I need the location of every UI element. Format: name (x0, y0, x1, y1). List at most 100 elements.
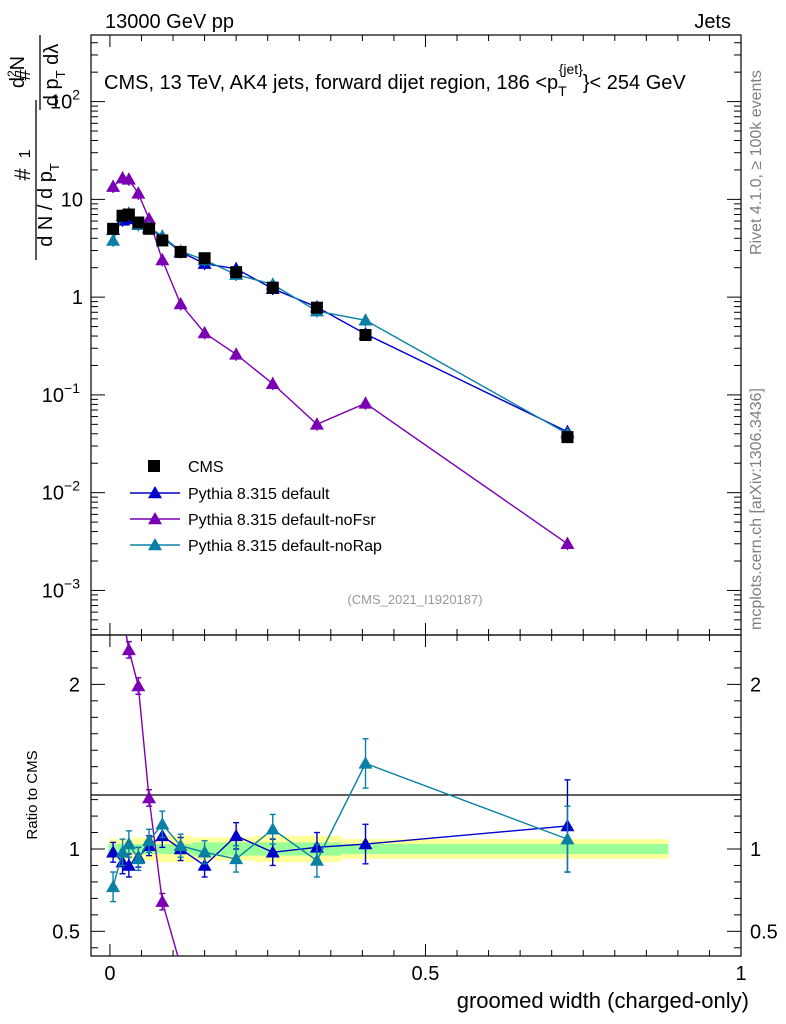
title-subscript: T (558, 83, 567, 99)
cms-point (561, 431, 574, 444)
svg-text:d2N: d2N (5, 56, 29, 88)
ratio-point (131, 851, 146, 865)
ratio-point (266, 989, 280, 1001)
ratio-point (121, 858, 136, 871)
band-inner (155, 844, 172, 854)
legend-label: Pythia 8.315 default-noRap (188, 538, 382, 555)
ratio-point (155, 817, 170, 830)
ratio-point (359, 974, 373, 986)
legend-label: Pythia 8.315 default (188, 486, 330, 503)
ratio-point (265, 845, 280, 858)
x-axis-label: groomed width (charged-only) (457, 988, 749, 1013)
legend-marker (148, 486, 162, 499)
y-axis-label: #1 d N / d pT # d2N d pT dλ (5, 35, 68, 260)
cms-point (198, 252, 211, 265)
ratio-point (198, 979, 212, 991)
ratio-point (309, 853, 324, 866)
series-point (173, 297, 188, 310)
ratio-point (197, 845, 212, 858)
legend-marker (148, 512, 162, 525)
svg-text:d N / d pT: d N / d pT (35, 163, 62, 247)
x-tick-label: 0 (104, 963, 115, 985)
ratio-point (121, 642, 136, 656)
ratio-point (265, 822, 280, 835)
plot-title: CMS, 13 TeV, AK4 jets, forward dijet reg… (104, 61, 686, 99)
mc-series (106, 171, 575, 1008)
ratio-series-group (106, 562, 575, 1008)
x-tick-label: 1 (735, 963, 746, 985)
cms-point (156, 234, 169, 247)
y-tick-label: 1 (72, 287, 83, 309)
x-tick-label: 0.5 (412, 963, 440, 985)
series-point (142, 211, 157, 225)
series-point (106, 233, 121, 246)
ratio-tick-label-left: 1 (69, 839, 80, 861)
ratio-point (116, 607, 130, 619)
cms-point (107, 222, 120, 235)
ratio-point (358, 756, 373, 769)
ratio-tick-label-left: 0.5 (52, 921, 80, 943)
energy-label: 13000 GeV pp (105, 11, 234, 33)
ratio-tick-label-right: 0.5 (750, 921, 778, 943)
cms-point (266, 281, 279, 294)
cms-point (230, 266, 243, 279)
series-point (106, 179, 121, 192)
ratio-line (125, 635, 179, 956)
cms-point (359, 328, 372, 341)
svg-text:#: # (13, 69, 35, 81)
ratio-point (174, 959, 188, 971)
legend-cms-label: CMS (188, 459, 224, 476)
y-tick-label: 10−2 (42, 478, 80, 505)
ratio-point (106, 879, 121, 893)
ratio-point (197, 858, 212, 871)
legend: CMS Pythia 8.315 default Pythia 8.315 def… (130, 459, 382, 555)
mcplots-label: mcplots.cern.ch [arXiv:1306.3436] (748, 388, 765, 630)
ratio-point (142, 790, 157, 804)
series-point (265, 376, 280, 390)
ratio-point (121, 837, 136, 850)
y-tick-label: 10−3 (42, 575, 80, 602)
ratio-line (112, 762, 568, 888)
svg-text:#1: #1 (10, 149, 35, 180)
ratio-axis-label: Ratio to CMS (24, 750, 41, 839)
series-point (309, 417, 324, 430)
ratio-point (229, 983, 243, 995)
series-point (131, 186, 146, 199)
ratio-tick-label-right: 1 (750, 839, 761, 861)
ratio-point (106, 562, 120, 574)
ratio-point (173, 838, 188, 851)
series-point (197, 325, 212, 339)
y-tick-label: 10 (61, 189, 83, 211)
series-point (358, 313, 373, 326)
cms-point (174, 245, 187, 258)
ratio-tick-label-left: 2 (69, 674, 80, 696)
rivet-version-label: Rivet 4.1.0, ≥ 100k events (748, 70, 765, 255)
ratio-point (560, 832, 575, 845)
ratio-point (155, 894, 170, 907)
ratio-point (310, 996, 324, 1008)
cms-data-points (107, 208, 574, 444)
band-inner (341, 844, 467, 854)
cms-point (122, 208, 135, 221)
cms-point (310, 301, 323, 314)
cms-point (143, 222, 156, 235)
legend-cms-marker (148, 460, 160, 472)
legend-marker (148, 538, 162, 551)
series-point (155, 252, 170, 266)
legend-label: Pythia 8.315 default-noFsr (188, 512, 376, 529)
ratio-point (106, 845, 121, 858)
ratio-point (115, 845, 130, 858)
watermark: (CMS_2021_I1920187) (347, 592, 482, 607)
series-point (358, 396, 373, 409)
cms-point (132, 216, 145, 229)
series-point (560, 536, 575, 550)
y-tick-label: 102 (50, 87, 80, 114)
series-line (112, 177, 568, 545)
y-tick-label: 10−1 (42, 380, 80, 407)
category-label: Jets (694, 11, 731, 33)
ratio-point (131, 679, 146, 692)
ratio-point (229, 828, 244, 842)
series-point (121, 172, 136, 185)
